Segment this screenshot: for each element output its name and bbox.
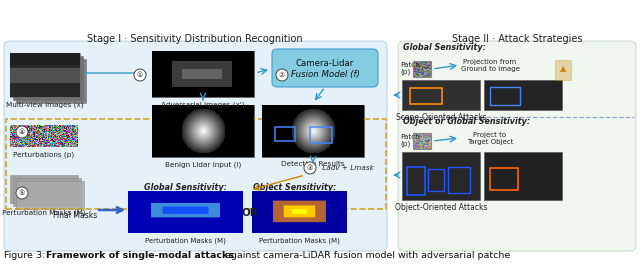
Text: Patch: Patch: [400, 62, 420, 68]
FancyBboxPatch shape: [272, 49, 378, 87]
Text: Multi-view Images (x): Multi-view Images (x): [6, 102, 84, 108]
Text: ▲: ▲: [560, 64, 566, 73]
Text: Target Object: Target Object: [467, 139, 513, 145]
Bar: [262, 105, 364, 157]
Circle shape: [304, 162, 316, 174]
Bar: [402, 80, 480, 110]
Bar: [10, 53, 80, 97]
Bar: [490, 168, 518, 190]
Text: Adversarial Images (x'): Adversarial Images (x'): [161, 101, 245, 108]
Text: Global Sensitivity:: Global Sensitivity:: [403, 42, 486, 51]
Circle shape: [16, 187, 28, 199]
Text: Camera-Lidar: Camera-Lidar: [296, 59, 354, 68]
Text: (p): (p): [400, 69, 410, 75]
Bar: [10, 175, 78, 203]
Bar: [413, 61, 431, 77]
Text: Project to: Project to: [474, 132, 507, 138]
FancyBboxPatch shape: [398, 41, 636, 251]
Bar: [484, 80, 562, 110]
Text: Ground to Image: Ground to Image: [461, 66, 520, 72]
Text: (p): (p): [400, 141, 410, 147]
Text: Ladv + Lmask: Ladv + Lmask: [320, 165, 374, 171]
Text: Final Masks: Final Masks: [53, 210, 97, 219]
Bar: [484, 152, 562, 200]
Text: Perturbations (p): Perturbations (p): [13, 151, 75, 157]
Text: Fusion Model (f): Fusion Model (f): [291, 69, 360, 78]
Circle shape: [276, 69, 288, 81]
Bar: [402, 152, 480, 200]
Text: Detection Results: Detection Results: [281, 161, 345, 167]
Bar: [6, 119, 386, 209]
Text: against camera-LiDAR fusion model with adversarial patche: against camera-LiDAR fusion model with a…: [222, 250, 510, 259]
Bar: [555, 60, 571, 80]
Bar: [16, 181, 84, 209]
Text: Perturbation Masks (M): Perturbation Masks (M): [2, 209, 86, 215]
Bar: [152, 51, 254, 97]
Text: Object Sensitivity:: Object Sensitivity:: [253, 183, 337, 192]
Bar: [490, 87, 520, 105]
Text: Projection from: Projection from: [463, 59, 516, 65]
Text: Perturbation Masks (M): Perturbation Masks (M): [259, 237, 339, 244]
Bar: [16, 59, 86, 103]
Bar: [13, 178, 81, 206]
Text: Object-Oriented Attacks: Object-Oriented Attacks: [395, 203, 487, 212]
Text: Stage I · Sensitivity Distribution Recognition: Stage I · Sensitivity Distribution Recog…: [87, 34, 303, 44]
Text: ③: ③: [307, 165, 313, 171]
Text: Benign Lidar Input (l): Benign Lidar Input (l): [165, 161, 241, 167]
Text: Object or Global Sensitivity:: Object or Global Sensitivity:: [403, 117, 530, 126]
Circle shape: [134, 69, 146, 81]
Bar: [152, 105, 254, 157]
Bar: [407, 167, 425, 195]
Bar: [413, 133, 431, 149]
Text: ②: ②: [279, 72, 285, 78]
Bar: [10, 125, 78, 147]
Text: Scene-Oriented Attacks: Scene-Oriented Attacks: [396, 113, 486, 122]
Text: Figure 3:: Figure 3:: [4, 250, 48, 259]
Bar: [275, 127, 295, 141]
Text: OR: OR: [242, 208, 259, 218]
FancyBboxPatch shape: [4, 41, 387, 251]
Bar: [428, 169, 444, 191]
Text: Framework of single-modal attacks: Framework of single-modal attacks: [46, 250, 234, 259]
Bar: [410, 88, 442, 104]
Text: ⑤: ⑤: [19, 190, 25, 196]
Bar: [310, 127, 332, 143]
Text: Global Sensitivity:: Global Sensitivity:: [143, 183, 227, 192]
Circle shape: [16, 126, 28, 138]
Text: ①: ①: [137, 72, 143, 78]
Text: ④: ④: [19, 129, 25, 135]
Text: Patch: Patch: [400, 134, 420, 140]
Bar: [448, 167, 470, 193]
Text: Stage II · Attack Strategies: Stage II · Attack Strategies: [452, 34, 582, 44]
Text: Perturbation Masks (M): Perturbation Masks (M): [145, 237, 225, 244]
Bar: [13, 56, 83, 100]
